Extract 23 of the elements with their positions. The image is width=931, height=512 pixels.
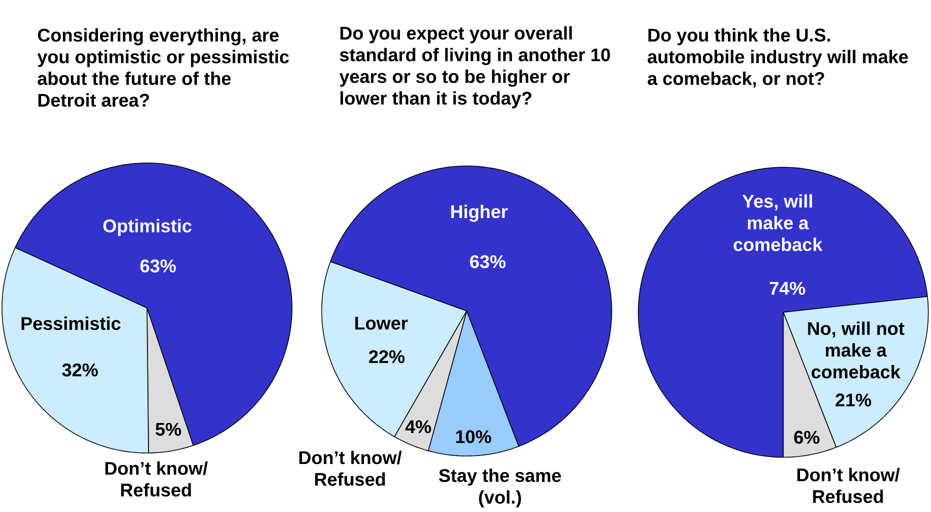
slice-label: Pessimistic bbox=[22, 316, 121, 330]
data-label: 10% bbox=[456, 430, 492, 444]
data-label: 5% bbox=[156, 422, 182, 436]
data-label: 63% bbox=[470, 255, 506, 268]
data-label: 21% bbox=[836, 394, 872, 406]
chart-title: Considering everything, are you optimistic or pessimistic about the future of the Detroit area? bbox=[37, 28, 289, 107]
chart-title: Do you think the U.S. automobile industry will make a comeback, or not? bbox=[648, 28, 908, 88]
slice-label: Yes, will make a comeback bbox=[734, 194, 822, 252]
data-label: 22% bbox=[369, 350, 405, 364]
data-label: 32% bbox=[62, 363, 98, 376]
slice-label: Higher bbox=[451, 204, 508, 222]
slice-label: Don’t know/ Refused bbox=[105, 461, 208, 497]
slice-label: Lower bbox=[355, 316, 408, 330]
slice-label: Stay the same (vol.) bbox=[439, 468, 561, 508]
slice-label: Optimistic bbox=[103, 218, 192, 236]
data-label: 6% bbox=[794, 430, 820, 444]
data-label: 63% bbox=[140, 259, 176, 272]
slice-label: Don’t know/ Refused bbox=[299, 450, 402, 486]
slice-label: No, will not make a comeback bbox=[808, 322, 904, 378]
data-label: 74% bbox=[770, 282, 806, 295]
data-label: 4% bbox=[405, 420, 432, 434]
slice-label: Don’t know/ Refused bbox=[797, 468, 900, 504]
chart-title: Do you expect your overall standard of living in another 10 years or so to be higher or lower than it is today? bbox=[339, 26, 610, 108]
